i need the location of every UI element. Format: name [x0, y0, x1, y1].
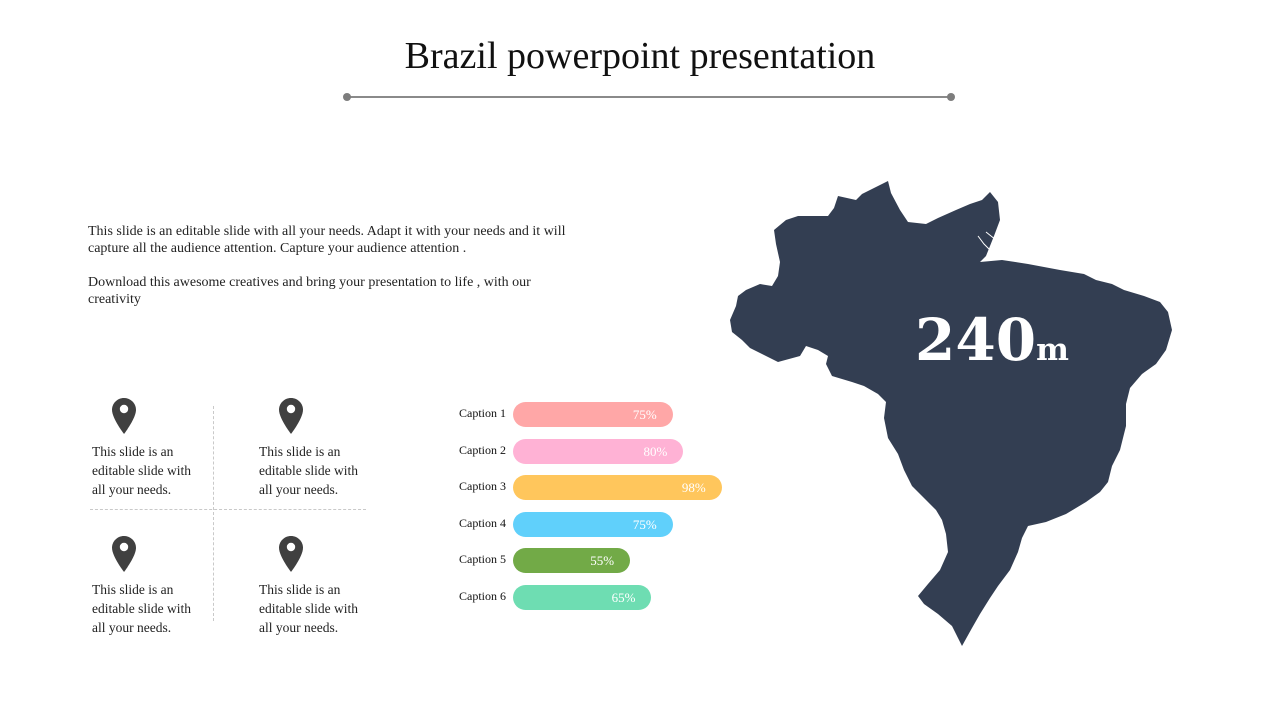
bar-fill: 98% [513, 475, 722, 500]
title-divider [347, 96, 951, 98]
bar-row: Caption 1 75% [440, 402, 740, 427]
intro-paragraph-1: This slide is an editable slide with all… [88, 224, 566, 256]
info-grid: This slide is an editable slide with all… [88, 398, 368, 635]
stat-unit: m [1036, 332, 1069, 368]
info-cell-text: This slide is an editable slide with all… [92, 444, 191, 497]
bar-fill: 75% [513, 402, 673, 427]
bar-fill: 65% [513, 585, 652, 610]
bar-track: 65% [513, 585, 726, 610]
bar-row: Caption 3 98% [440, 475, 740, 500]
info-cell-text: This slide is an editable slide with all… [259, 444, 358, 497]
bar-value-label: 75% [632, 516, 657, 532]
bar-row: Caption 5 55% [440, 548, 740, 573]
brazil-map [730, 181, 1172, 646]
bar-track: 80% [513, 439, 726, 464]
location-pin-icon [112, 398, 136, 434]
bar-value-label: 75% [632, 406, 657, 422]
bar-caption: Caption 1 [459, 406, 506, 420]
location-pin-icon [279, 398, 303, 434]
bar-value-label: 80% [643, 443, 668, 459]
slide-title: Brazil powerpoint presentation [404, 35, 876, 77]
intro-text: This slide is an editable slide with all… [88, 223, 573, 325]
bar-track: 75% [513, 402, 726, 427]
intro-paragraph-2: Download this awesome creatives and brin… [88, 275, 531, 307]
divider-dot-right [947, 93, 955, 101]
bar-track: 75% [513, 512, 726, 537]
bar-caption: Caption 6 [459, 589, 506, 603]
bar-caption: Caption 4 [459, 516, 506, 530]
bar-track: 55% [513, 548, 726, 573]
bar-row: Caption 4 75% [440, 512, 740, 537]
bar-track: 98% [513, 475, 726, 500]
divider-dot-left [343, 93, 351, 101]
bar-value-label: 98% [681, 479, 706, 495]
bar-fill: 75% [513, 512, 673, 537]
location-pin-icon [279, 536, 303, 572]
caption-bar-chart: Caption 1 75% Caption 2 80% Caption 3 98% Capt… [440, 402, 740, 622]
location-pin-icon [112, 536, 136, 572]
bar-fill: 80% [513, 439, 684, 464]
bar-caption: Caption 5 [459, 552, 506, 566]
bar-caption: Caption 2 [459, 443, 506, 457]
stat-value: 240 [915, 306, 1037, 374]
grid-divider-vertical [213, 406, 214, 621]
bar-value-label: 55% [590, 552, 615, 568]
bar-fill: 55% [513, 548, 631, 573]
bar-caption: Caption 3 [459, 479, 506, 493]
bar-row: Caption 2 80% [440, 439, 740, 464]
grid-divider-horizontal [90, 509, 366, 510]
map-river-detail [977, 231, 1005, 251]
bar-row: Caption 6 65% [440, 585, 740, 610]
info-cell-text: This slide is an editable slide with all… [92, 582, 191, 635]
info-cell-text: This slide is an editable slide with all… [259, 582, 358, 635]
bar-value-label: 65% [611, 589, 636, 605]
stat-number: 240m [915, 306, 1069, 374]
